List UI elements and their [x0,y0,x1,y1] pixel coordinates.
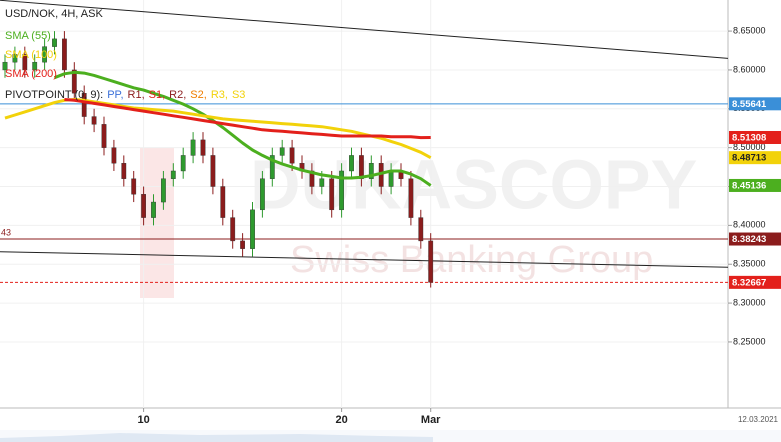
pivot-legend-item: R3, [211,89,228,101]
price-box-label: 8.51308 [732,133,766,144]
candle-body [368,162,374,179]
candle-body [42,46,48,63]
price-box [729,130,781,144]
candle-body [101,124,107,148]
price-box-label: 8.48713 [732,153,766,164]
price-box-label: 8.55641 [732,99,767,110]
watermark-logo [140,148,174,298]
pivot-legend-item: S2, [190,89,207,101]
x-end-label: 12.03.2021 [738,415,779,424]
candle-body [240,240,245,249]
price-box [729,232,781,246]
legend-entry: SMA (200) [5,68,57,80]
candle-body [111,147,117,164]
price-box [729,151,781,165]
candle-body [329,178,335,211]
candle-body [2,61,8,71]
candle-body [388,170,394,187]
level-left-label: 43 [1,227,11,237]
candle-body [269,155,275,179]
trendline [0,0,729,59]
candle-body [279,147,285,156]
candle-body [428,240,434,283]
candle-body [131,178,137,195]
candle-body [339,170,344,211]
x-tick-label: 20 [335,414,347,426]
trendline [0,251,729,268]
pivot-legend: PIVOTPOINT (0, 9): PP, R1, S1, R2, S2, R3, S3 [5,89,245,101]
chart-title: USD/NOK, 4H, ASK [5,8,103,20]
candle-body [91,116,97,125]
y-tick-label: 8.25000 [733,336,766,346]
candle-body [359,155,364,179]
candle-body [141,194,146,218]
plot [0,0,729,408]
pivot-legend-item: R2, [169,89,186,101]
x-tick-label: 10 [137,414,149,426]
pivot-legend-item: S3 [232,89,245,101]
price-box-label: 8.45136 [732,180,766,191]
y-tick-label: 8.30000 [733,297,766,307]
x-tick-label: Mar [421,414,441,426]
sma-line [64,98,431,140]
price-box [729,178,781,192]
watermark: DUKASCOPY Swiss Banking Group [140,145,697,298]
candle-body [160,178,166,203]
candle-body [418,217,424,242]
candle-body [210,155,216,187]
candle-body [250,209,255,249]
candle-body [151,201,156,218]
pivot-legend-label: PIVOTPOINT (0, 9): [5,89,103,101]
candle-body [12,54,18,63]
candle-body [22,54,28,71]
candle-body [408,178,414,218]
price-box-label: 8.32667 [732,277,766,288]
pivot-legend-item: R1, [128,89,145,101]
candle-body [260,178,265,211]
y-tick-label: 8.35000 [733,259,766,269]
candle-body [190,139,196,156]
candle-body [230,217,236,242]
candle-body [349,155,354,172]
candle-body [71,69,77,94]
y-tick-label: 8.60000 [733,64,766,74]
y-tick-label: 8.40000 [733,220,766,230]
legend-entry: SMA (55) [5,30,51,42]
y-tick-label: 8.65000 [733,25,766,35]
candle-body [62,38,67,71]
candle-body [200,139,206,156]
pivot-legend-item: S1, [149,89,166,101]
candle-body [220,186,226,218]
candle-body [170,170,176,179]
watermark-subtext: Swiss Banking Group [290,239,653,281]
price-box-label: 8.38243 [732,234,766,245]
y-tick-label: 8.50000 [733,142,766,152]
candle-body [121,162,127,179]
price-box [729,97,781,111]
pivot-legend-item: PP, [107,89,123,101]
sma-line [53,70,432,187]
candle-body [319,178,325,187]
legend-entry: SMA (100) [5,49,57,61]
candle-body [32,61,38,71]
candle-body [289,147,295,164]
candle-body [52,38,57,47]
candle-body [81,93,87,117]
watermark-text: DUKASCOPY [250,145,697,223]
price-box [729,275,781,289]
navigator-area [0,433,433,442]
candle-body [180,155,186,172]
